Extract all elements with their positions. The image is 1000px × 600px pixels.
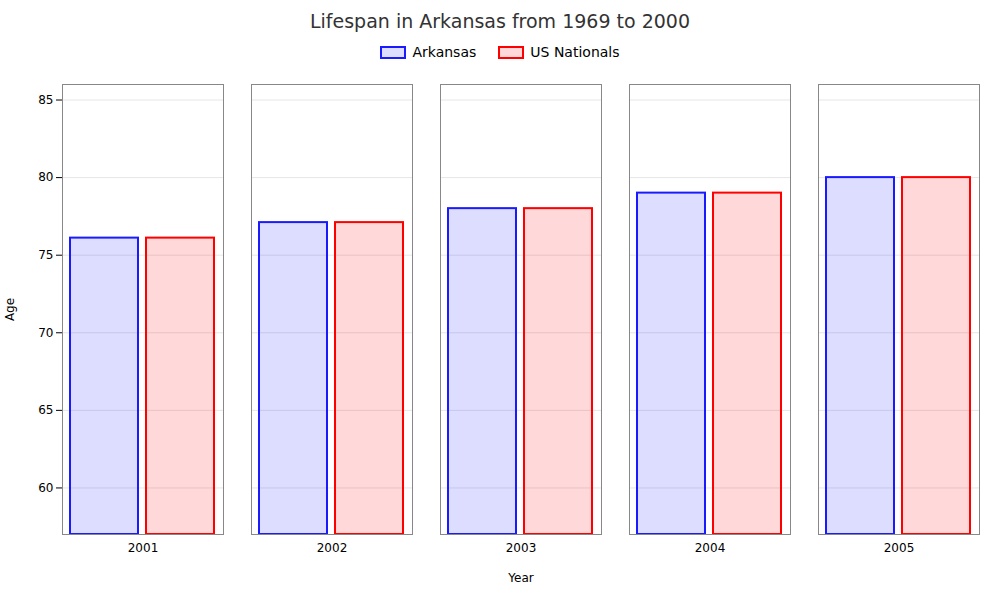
svg-text:70: 70: [38, 326, 53, 340]
html-text:Arkansas: Arkansas: [412, 44, 477, 60]
svg-text:80: 80: [38, 170, 53, 184]
svg-text:2005: 2005: [884, 541, 915, 555]
svg-text:2004: 2004: [695, 541, 726, 555]
svg-text:75: 75: [38, 248, 53, 262]
html-text:Lifespan in Arkansas from 1969: Lifespan in Arkansas from 1969 to 2000: [310, 10, 690, 32]
html-text:US Nationals: US Nationals: [530, 44, 620, 60]
svg-text:65: 65: [38, 403, 53, 417]
svg-text:60: 60: [38, 481, 53, 495]
svg-text:85: 85: [38, 93, 53, 107]
svg-text:Year: Year: [507, 571, 533, 585]
svg-text:2002: 2002: [317, 541, 348, 555]
svg-text:Age: Age: [3, 298, 17, 321]
svg-text:2001: 2001: [128, 541, 159, 555]
svg-text:2003: 2003: [506, 541, 537, 555]
